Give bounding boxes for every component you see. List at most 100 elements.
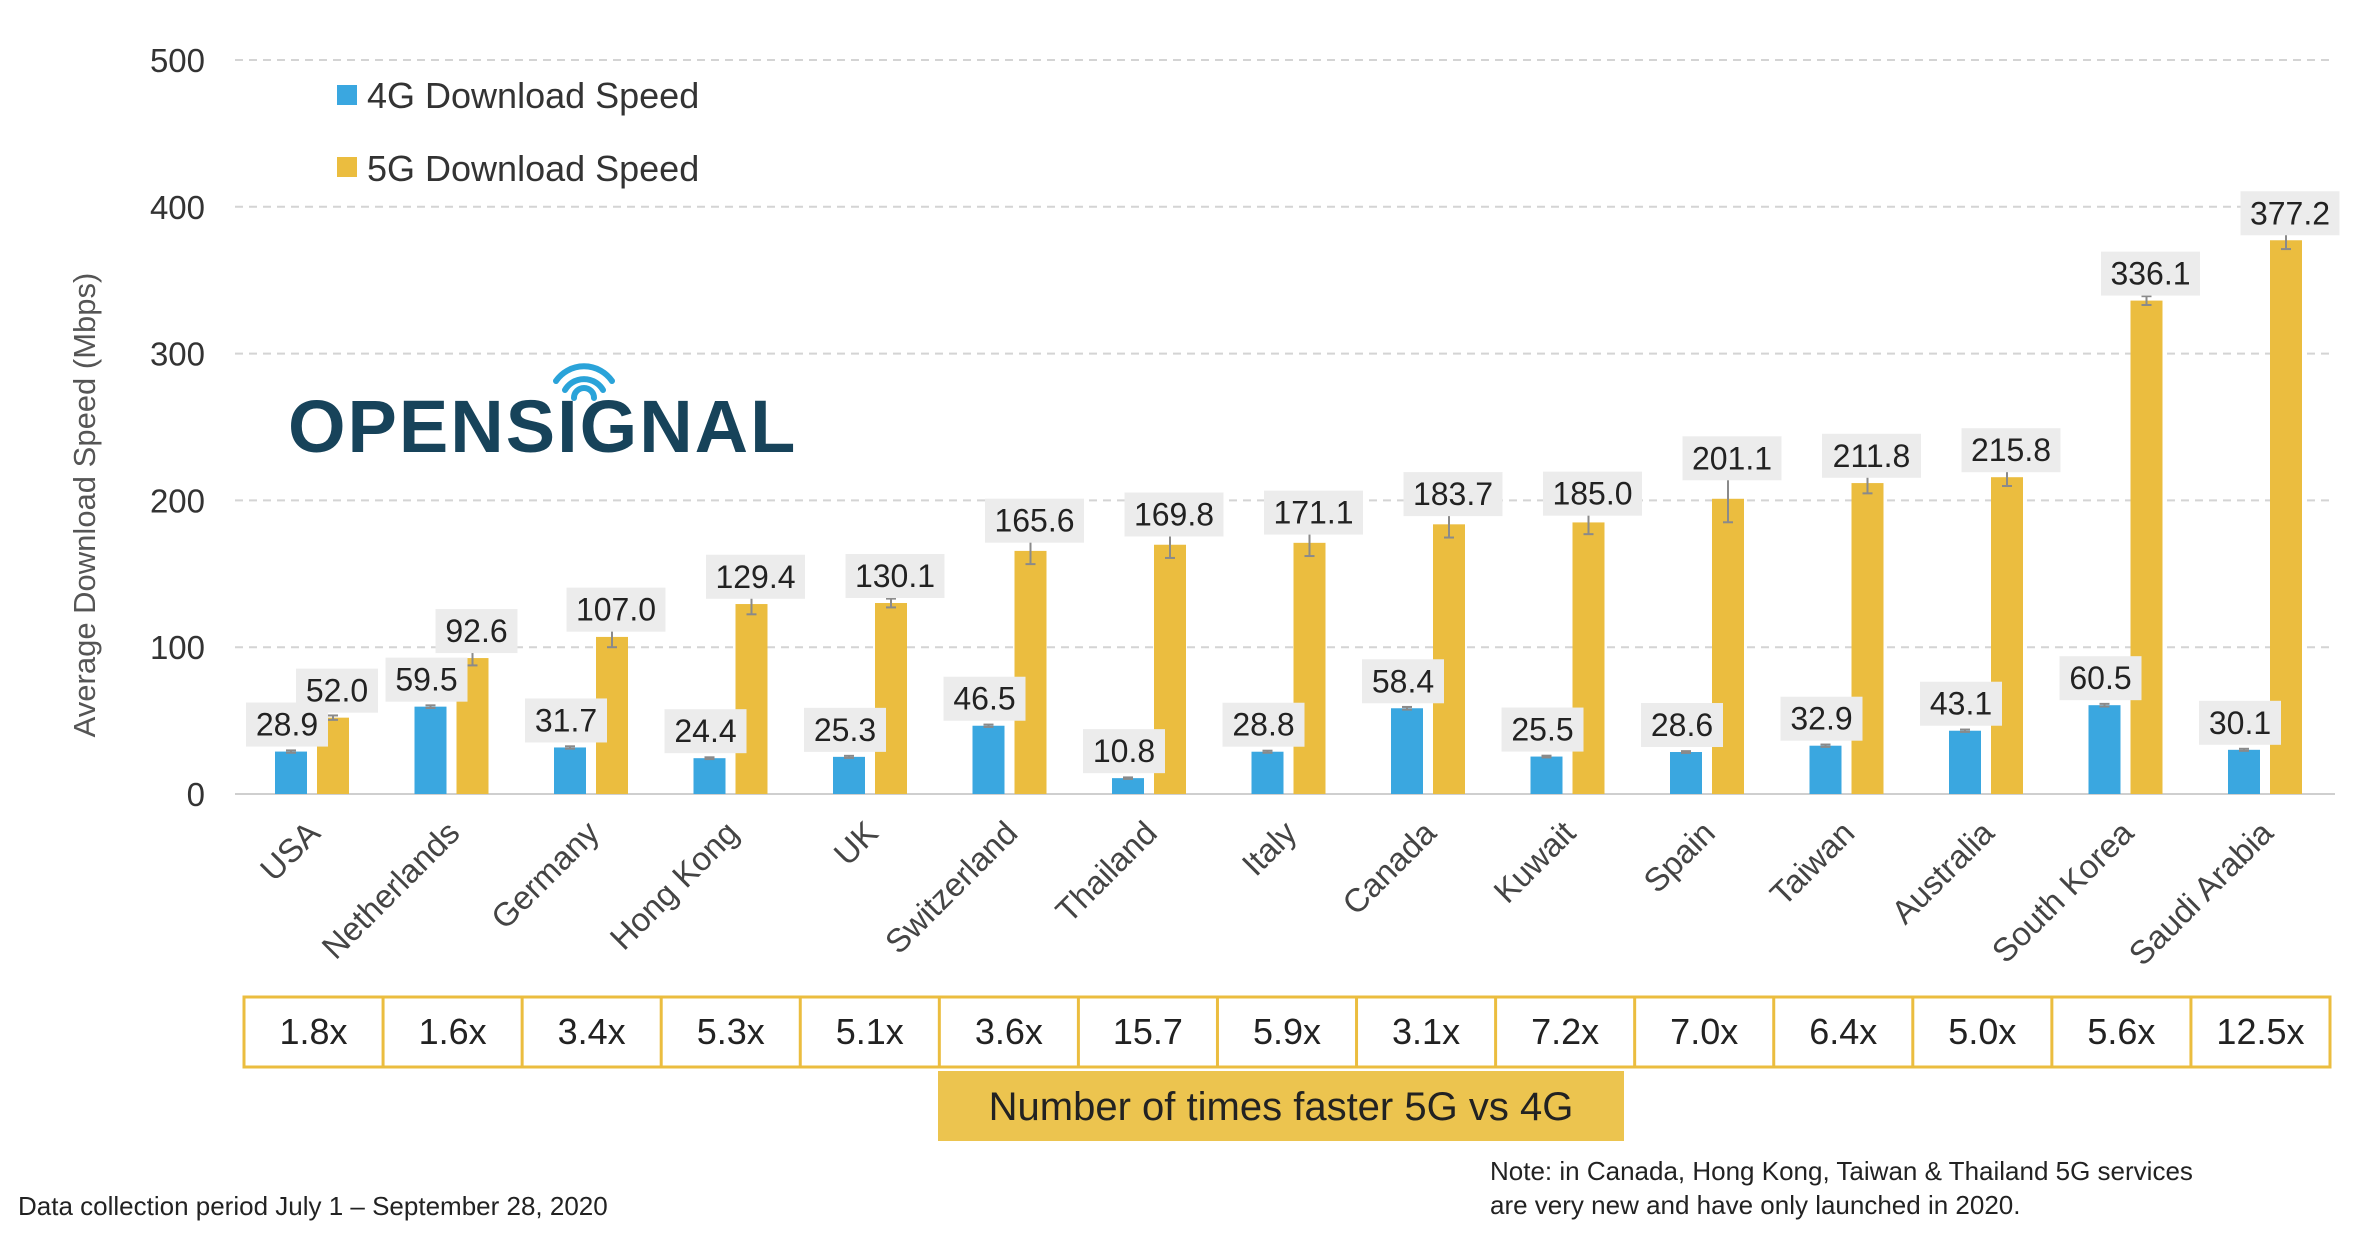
legend-label-5g: 5G Download Speed [367,148,699,189]
data-label-5g: 130.1 [855,558,935,594]
data-label-4g-bg [385,657,468,702]
signal-icon [553,363,615,401]
bar-4g [2088,705,2121,794]
bar-4g [1670,752,1702,794]
data-label-4g: 58.4 [1372,663,1434,699]
ratio-row: 1.8x 1.6x 3.4x 5.3x 5.1x 3.6x 15.7 5.9x 3.1x 7.2x… [242,995,2332,1069]
data-label-4g: 28.6 [1651,707,1713,743]
error-bar-4g [565,745,575,750]
category-label: Canada [1335,813,1443,921]
legend-label-4g: 4G Download Speed [367,75,699,116]
error-bar-4g [1820,743,1831,748]
data-label-5g: 107.0 [576,592,656,628]
data-label-4g-bg [2199,700,2281,745]
y-tick-label: 400 [150,189,205,226]
data-label-4g: 31.7 [535,702,597,738]
ratio-cell: 5.0x [1948,1011,2016,1052]
category-label: Saudi Arabia [2121,813,2280,972]
bar-4g [1251,751,1284,794]
y-tick-label: 200 [150,482,205,519]
category-label: Netherlands [314,814,466,966]
data-label-4g: 46.5 [953,681,1015,717]
data-label-4g: 25.3 [814,712,876,748]
data-label-4g: 10.8 [1093,733,1155,769]
data-label-4g: 28.8 [1232,707,1294,743]
error-bar-4g [286,749,296,754]
data-label-4g-bg [1780,696,1863,741]
category-label: UK [826,814,885,873]
bar-5g [735,604,768,794]
data-label-4g: 25.5 [1511,712,1573,748]
error-bar-5g [886,597,896,609]
data-label-4g-bg [246,702,328,747]
bar-4g [414,706,447,794]
bar-4g [1530,756,1563,794]
ratio-cell: 3.6x [975,1011,1043,1052]
y-axis-title: Average Download Speed (Mbps) [67,273,102,738]
data-labels: 52.028.992.659.5107.031.7129.424.4130.12… [246,191,2340,774]
bar-4g [833,756,865,794]
data-label-5g: 165.6 [994,503,1074,539]
error-bar-4g [983,723,994,728]
data-label-5g-bg [1961,428,2061,473]
ratio-cell: 12.5x [2216,1011,2304,1052]
bar-5g [1433,524,1465,794]
bar-5g [1712,498,1744,794]
category-label: Taiwan [1763,814,1862,913]
bar-4g [275,751,307,794]
error-bar-4g [704,756,715,761]
data-label-5g-bg [2240,191,2340,236]
bar-5g [2130,300,2163,794]
data-label-5g: 201.1 [1692,440,1772,476]
ratio-cell: 1.6x [419,1011,487,1052]
bar-4g [554,747,586,794]
error-bar-5g [2141,295,2152,307]
data-label-5g-bg [566,587,666,632]
category-label: Kuwait [1486,814,1582,910]
error-bar-4g [425,704,436,709]
data-label-4g-bg [1362,659,1444,704]
bar-4g [1809,745,1842,794]
opensignal-logo: OPENSIGNAL [288,363,795,468]
bar-4g [693,758,726,794]
error-bar-4g [844,754,854,759]
data-label-5g-bg [845,554,945,599]
data-label-5g-bg [1264,490,1363,535]
bar-4g [2228,749,2260,794]
ratio-caption-text: Number of times faster 5G vs 4G [989,1085,1574,1129]
bar-4g [1112,778,1144,794]
bar-4g [972,725,1005,794]
data-label-4g: 59.5 [395,662,457,698]
bar-5g [1014,550,1047,794]
error-bar-4g [1960,728,1970,733]
data-label-5g: 92.6 [445,613,507,649]
data-label-5g-bg [1403,472,1503,517]
category-label: Switzerland [878,814,1025,961]
data-label-4g-bg [1083,729,1165,774]
data-label-5g-bg [2101,251,2200,296]
data-label-5g-bg [1124,492,1224,537]
ratio-cell: 6.4x [1809,1011,1877,1052]
ratio-cell: 5.1x [836,1011,904,1052]
error-bar-4g [2239,747,2249,752]
category-label: Italy [1234,813,1303,882]
ratio-caption-box [938,1071,1624,1141]
ratio-cell: 3.4x [558,1011,626,1052]
bar-5g [1293,542,1326,794]
y-tick-label: 500 [150,42,205,79]
ratio-cell: 3.1x [1392,1011,1460,1052]
y-tick-label: 300 [150,336,205,373]
data-label-4g-bg [804,707,886,752]
ratio-cell: 1.8x [280,1011,348,1052]
data-label-5g-bg [1682,436,1782,481]
category-label: Thailand [1048,814,1164,930]
data-label-5g: 169.8 [1134,497,1214,533]
y-tick-label: 100 [150,629,205,666]
data-label-4g-bg [664,709,747,754]
ratio-cell: 5.3x [697,1011,765,1052]
data-label-4g: 30.1 [2209,705,2271,741]
error-bar-5g [328,714,338,721]
data-label-4g-bg [1641,703,1723,748]
ratio-cell: 5.6x [2087,1011,2155,1052]
error-bar-4g [1541,754,1552,759]
